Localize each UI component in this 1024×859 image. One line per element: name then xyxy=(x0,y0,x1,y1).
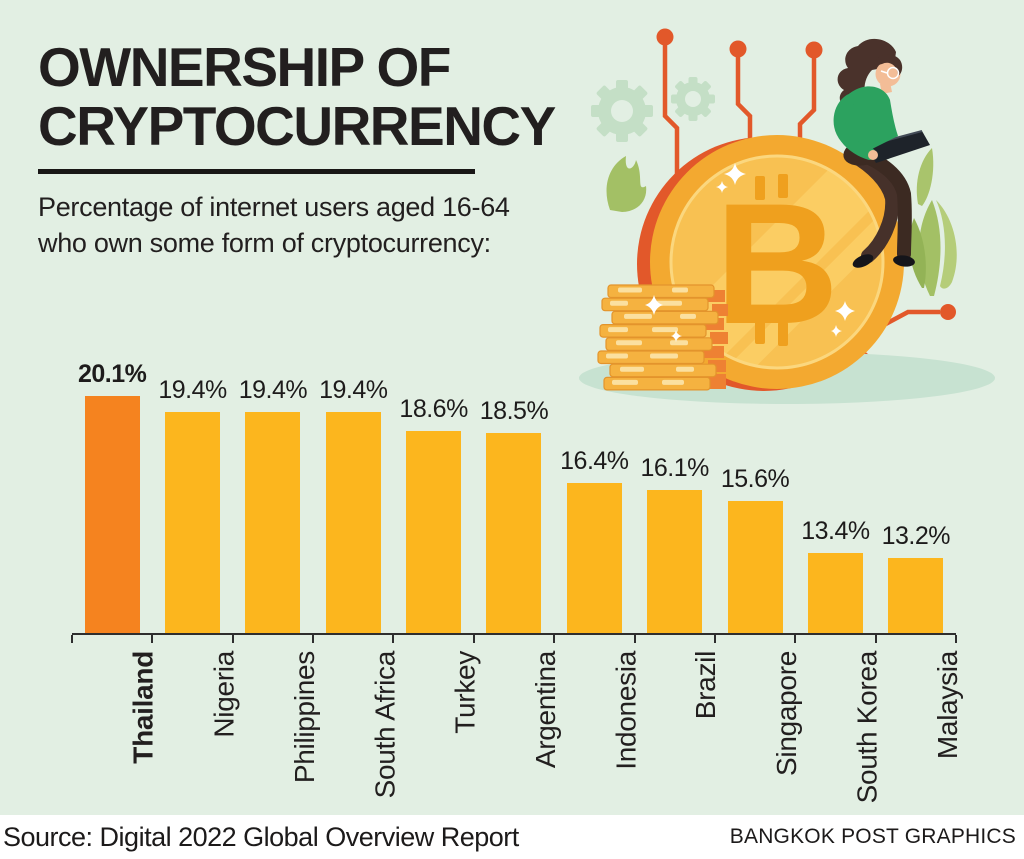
category-cell: Malaysia xyxy=(876,641,963,816)
glasses-icon xyxy=(886,66,900,80)
subtitle-line-2: who own some form of cryptocurrency: xyxy=(38,227,491,258)
bar xyxy=(245,412,301,633)
bar-value-label: 16.1% xyxy=(640,453,710,482)
category-cell: Nigeria xyxy=(152,641,240,816)
x-axis xyxy=(71,633,957,643)
bar-column: 16.4% xyxy=(554,340,634,633)
bar-column: 18.6% xyxy=(393,340,473,633)
category-cell: Brazil xyxy=(635,641,722,816)
axis-tick xyxy=(553,635,556,643)
bitcoin-illustration: B xyxy=(579,28,995,404)
bar-value-label: 13.4% xyxy=(801,517,870,546)
bar-column: 13.4% xyxy=(795,340,875,633)
bar-value-label: 18.5% xyxy=(479,397,549,426)
category-labels: Thailand Nigeria Philippines South Africa Tu… xyxy=(72,641,963,816)
bar xyxy=(84,395,140,633)
woman-with-laptop xyxy=(833,38,930,268)
axis-tick xyxy=(713,635,716,643)
axis-tick xyxy=(151,635,154,643)
title-underline xyxy=(38,168,475,174)
bar-column: 15.6% xyxy=(715,340,795,633)
bar-value-label: 19.4% xyxy=(319,376,388,405)
bar-value-label: 19.4% xyxy=(238,376,308,405)
chart-subtitle: Percentage of internet users aged 16-64 … xyxy=(38,189,558,261)
bar-column: 18.5% xyxy=(474,340,554,633)
axis-tick xyxy=(874,635,877,643)
bar xyxy=(888,557,944,633)
title-line-1: OWNERSHIP OF xyxy=(38,36,451,98)
category-cell: Singapore xyxy=(715,641,802,816)
sparkle-icon xyxy=(645,295,682,342)
bar xyxy=(566,482,622,633)
bar-column: 19.4% xyxy=(152,340,232,633)
gear-icon xyxy=(591,80,653,142)
bar-value-label: 16.4% xyxy=(560,446,629,475)
bar-value-label: 15.6% xyxy=(720,465,790,494)
svg-text:B: B xyxy=(715,168,839,360)
sparkle-icon xyxy=(716,163,855,337)
axis-tick xyxy=(312,635,315,643)
axis-tick xyxy=(392,635,395,643)
header: OWNERSHIP OF CRYPTOCURRENCY Percentage o… xyxy=(38,38,558,261)
source-note: Source: Digital 2022 Global Overview Rep… xyxy=(3,821,519,852)
bar xyxy=(647,489,703,633)
bar-value-label: 13.2% xyxy=(881,521,951,550)
axis-tick xyxy=(794,635,797,643)
bar-column: 20.1% xyxy=(72,340,152,633)
subtitle-line-1: Percentage of internet users aged 16-64 xyxy=(38,191,510,222)
bar-value-label: 20.1% xyxy=(77,359,147,388)
bar-column: 19.4% xyxy=(313,340,393,633)
bar xyxy=(325,412,381,633)
title-line-2: CRYPTOCURRENCY xyxy=(38,94,556,157)
bar xyxy=(486,433,542,633)
country-label: Malaysia xyxy=(931,651,963,760)
bar xyxy=(727,501,783,633)
graphics-credit: BANGKOK POST GRAPHICS xyxy=(729,825,1016,848)
axis-tick xyxy=(633,635,636,643)
page-title: OWNERSHIP OF CRYPTOCURRENCY xyxy=(38,38,558,156)
category-cell: Thailand xyxy=(72,641,159,816)
category-cell: South Korea xyxy=(795,641,882,816)
bar xyxy=(807,553,863,633)
category-cell: South Africa xyxy=(313,641,400,816)
coin-stack xyxy=(597,284,728,391)
bar-column: 19.4% xyxy=(233,340,313,633)
bar xyxy=(406,430,462,633)
category-cell: Philippines xyxy=(233,641,320,816)
axis-tick xyxy=(231,635,234,643)
bar-column: 16.1% xyxy=(635,340,715,633)
bar-chart: 20.1% 19.4% 19.4% 19.4% 18.6% 18.5% 16.4% 16.1%… xyxy=(72,340,956,633)
gear-icon-small xyxy=(671,77,715,121)
category-cell: Turkey xyxy=(393,641,481,816)
footer: Source: Digital 2022 Global Overview Rep… xyxy=(0,815,1024,859)
plant-leaves xyxy=(606,148,957,296)
bar-value-label: 19.4% xyxy=(158,376,227,405)
axis-tick xyxy=(71,635,73,643)
axis-tick xyxy=(955,635,957,643)
category-cell: Argentina xyxy=(474,641,561,816)
axis-tick xyxy=(472,635,475,643)
bitcoin-symbol: B xyxy=(715,168,839,360)
bar xyxy=(165,412,221,633)
bar-value-label: 18.6% xyxy=(399,394,468,423)
category-cell: Indonesia xyxy=(554,641,641,816)
bar-column: 13.2% xyxy=(876,340,956,633)
